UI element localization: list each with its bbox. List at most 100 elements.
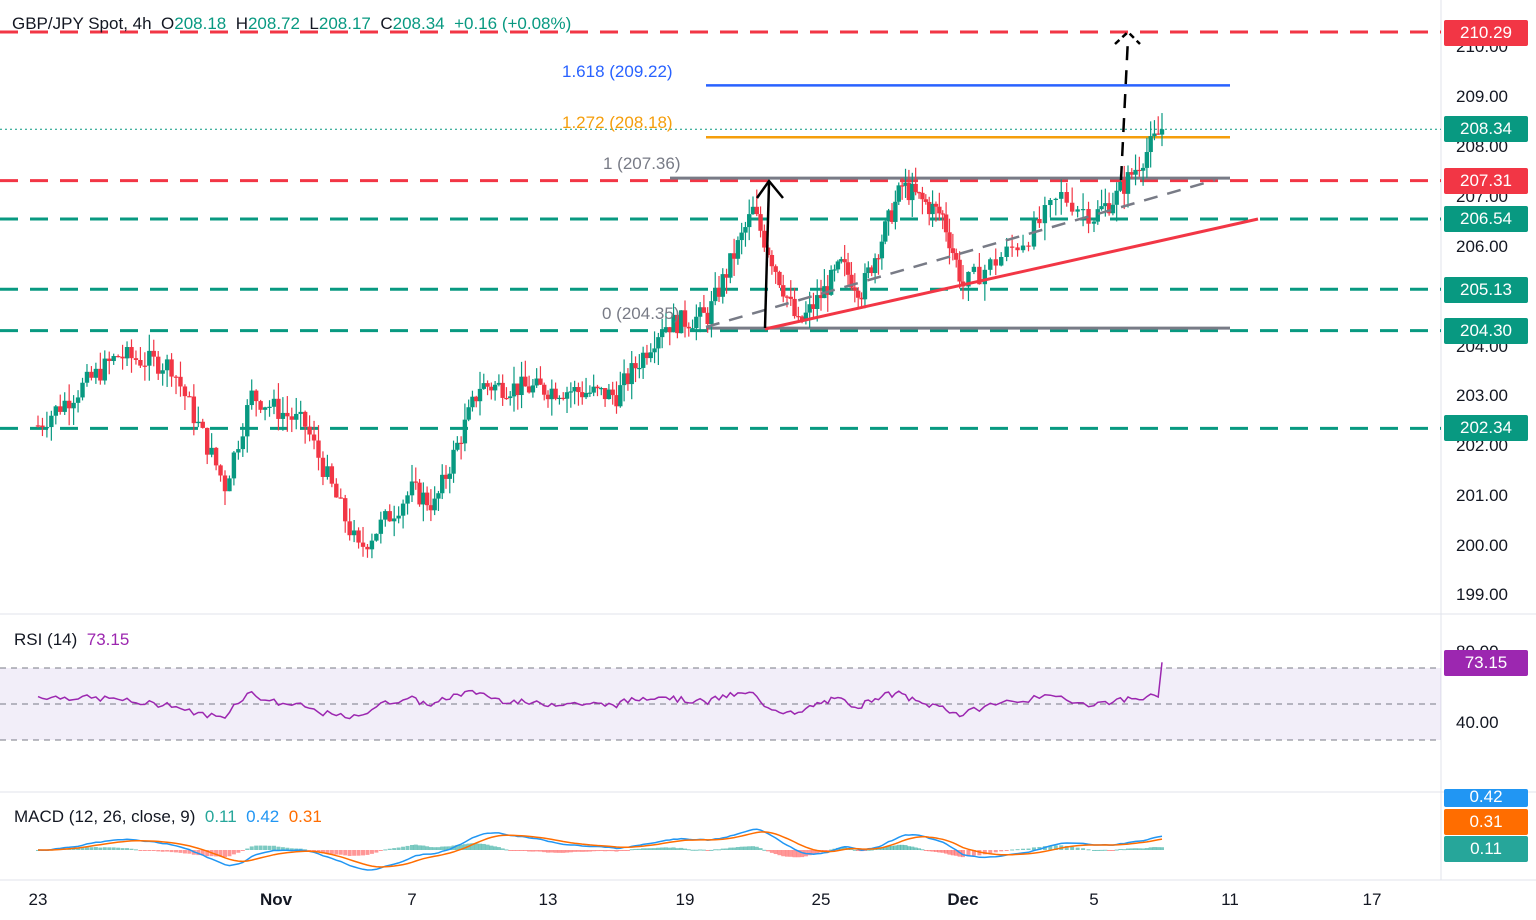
candle-body: [754, 206, 759, 215]
macd-histogram-bar: [735, 847, 740, 850]
candle-body: [561, 397, 566, 400]
candle-body: [49, 415, 54, 428]
macd-histogram-bar: [129, 848, 134, 850]
macd-histogram-bar: [542, 850, 547, 853]
ascending-trendline: [764, 217, 1259, 331]
macd-histogram-bar: [1026, 848, 1031, 850]
candle-body: [930, 203, 935, 215]
candle-body: [777, 271, 782, 286]
candle-body: [500, 382, 505, 398]
candle-body: [1129, 172, 1134, 175]
rsi-value: 73.15: [86, 630, 130, 649]
macd-histogram-bar: [1031, 847, 1036, 850]
macd-histogram-bar: [76, 848, 81, 850]
candle-body: [792, 298, 797, 317]
candle-body: [538, 378, 543, 385]
price-tick: 201.00: [1456, 486, 1508, 505]
macd-histogram-bar: [508, 850, 513, 851]
macd-histogram-bar: [769, 850, 774, 853]
candle-body: [705, 312, 710, 324]
macd-histogram-bar: [151, 850, 156, 851]
open-value: 208.18: [174, 14, 227, 33]
macd-histogram-bar: [572, 850, 577, 852]
macd-histogram-bar: [988, 850, 993, 854]
candle-body: [325, 466, 330, 477]
candle-body: [640, 352, 646, 368]
candle-body: [954, 253, 959, 260]
macd-histogram-bar: [455, 844, 460, 850]
candle-body: [606, 389, 612, 400]
macd-histogram-bar: [1160, 847, 1164, 850]
candle-body: [405, 495, 410, 504]
candle-body: [526, 386, 532, 393]
candle-body: [656, 337, 661, 349]
candle-body: [1159, 129, 1165, 135]
candle-body: [682, 310, 688, 327]
macd-histogram-bar: [116, 847, 121, 850]
candle-body: [807, 304, 812, 313]
candle-body: [1140, 167, 1146, 171]
macd-histogram-bar: [694, 849, 699, 851]
macd-histogram-bar: [289, 848, 294, 850]
candle-body: [731, 253, 737, 259]
price-tick: 206.00: [1456, 237, 1508, 256]
candle-body: [773, 266, 778, 272]
candle-body: [739, 232, 744, 241]
macd-histogram-bar: [312, 850, 317, 851]
macd-histogram-bar: [401, 846, 406, 850]
macd-histogram-bar: [1103, 849, 1108, 851]
macd-histogram-bar: [303, 849, 308, 851]
candle-body: [697, 307, 703, 317]
candle-body: [652, 348, 657, 353]
x-tick: 5: [1089, 890, 1099, 909]
candle-body: [424, 492, 430, 506]
macd-histogram-bar: [280, 847, 285, 850]
candle-body: [347, 521, 352, 536]
candle-body: [720, 274, 725, 297]
macd-histogram-bar: [603, 850, 608, 852]
candle-body: [508, 396, 513, 399]
candle-body: [906, 182, 912, 201]
candle-body: [713, 287, 718, 302]
candle-body: [440, 474, 445, 494]
candle-body: [644, 352, 650, 359]
candle-body: [815, 295, 820, 309]
candle-body: [436, 493, 441, 499]
macd-histogram-bar: [200, 850, 205, 856]
macd-histogram-bar: [644, 848, 649, 850]
macd-histogram-bar: [1010, 849, 1015, 851]
macd-histogram-bar: [917, 848, 922, 850]
candle-body: [298, 411, 303, 414]
macd-histogram-bar: [944, 850, 949, 854]
candle-body: [568, 391, 574, 393]
candle-body: [557, 397, 562, 400]
candle-body: [1156, 133, 1161, 135]
candle-body: [1080, 209, 1086, 211]
macd-histogram-bar: [133, 849, 138, 851]
macd-histogram-bar: [1107, 850, 1112, 851]
candle-body: [320, 457, 326, 477]
candle-body: [855, 290, 861, 298]
candle-body: [66, 400, 72, 409]
macd-histogram-bar: [610, 850, 615, 852]
candle-body: [950, 248, 956, 254]
macd-histogram-bar: [459, 844, 464, 850]
macd-histogram-bar: [444, 846, 448, 850]
macd-histogram-bar: [743, 846, 748, 850]
macd-histogram-bar: [231, 850, 236, 855]
candle-body: [637, 367, 642, 370]
macd-histogram-bar: [1037, 846, 1042, 850]
candle-body: [832, 269, 837, 271]
macd-histogram-bar: [937, 850, 942, 853]
candle-body: [1103, 203, 1108, 207]
macd-histogram-bar: [405, 845, 410, 850]
candle-body: [378, 519, 384, 534]
macd-histogram-bar: [1118, 848, 1123, 850]
macd-histogram-bar: [625, 850, 630, 851]
candle-body: [926, 201, 932, 215]
candle-body: [694, 316, 699, 329]
x-tick: 23: [28, 890, 48, 909]
macd-histogram-bar: [1114, 849, 1119, 851]
macd-histogram-bar: [701, 849, 706, 851]
candle-body: [387, 511, 392, 522]
